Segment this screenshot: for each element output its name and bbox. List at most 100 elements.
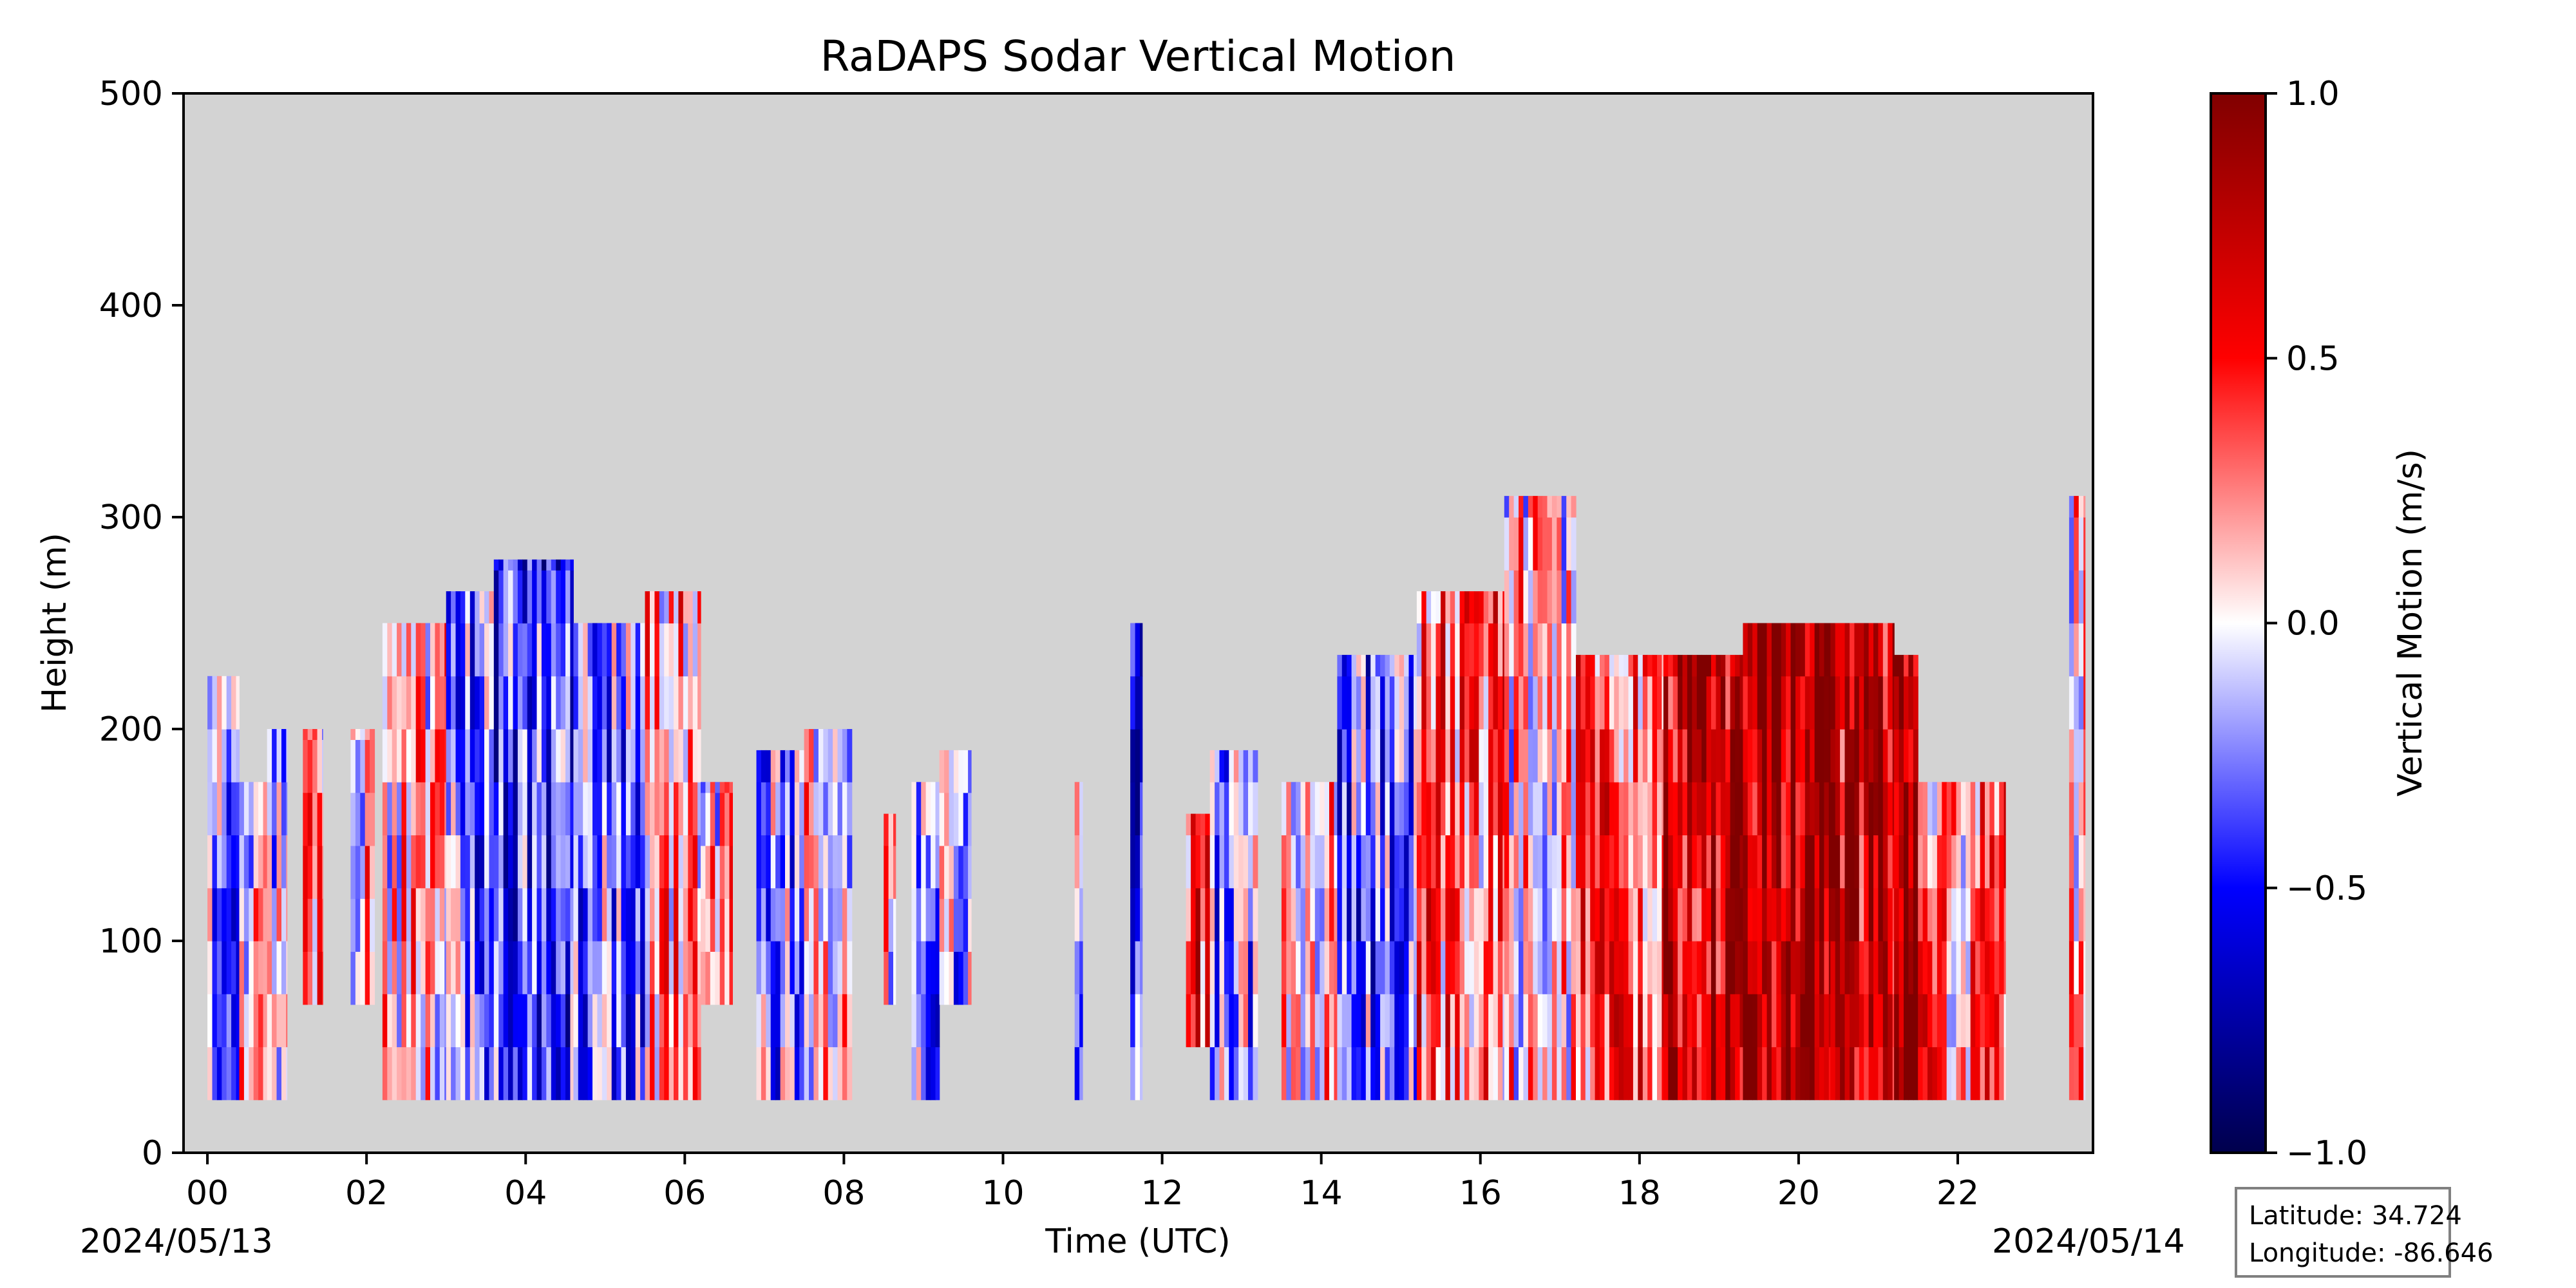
heatmap-cell <box>1752 835 1758 889</box>
heatmap-cell <box>460 729 466 782</box>
heatmap-cell <box>365 729 370 740</box>
heatmap-cell <box>1624 782 1629 836</box>
heatmap-cell <box>583 835 589 889</box>
heatmap-cell <box>1497 729 1503 782</box>
heatmap-cell <box>1888 782 1893 836</box>
heatmap-cell <box>611 941 617 994</box>
heatmap-cell <box>2003 941 2006 994</box>
heatmap-cell <box>1314 941 1320 994</box>
heatmap-cell <box>1537 835 1543 889</box>
heatmap-cell <box>611 676 617 730</box>
heatmap-cell <box>1888 835 1893 889</box>
heatmap-cell <box>1800 729 1806 782</box>
heatmap-cell <box>1830 887 1836 942</box>
heatmap-cell <box>837 782 843 836</box>
heatmap-cell <box>397 835 402 889</box>
heatmap-cell <box>1711 887 1716 942</box>
heatmap-cell <box>1435 835 1441 889</box>
heatmap-cell <box>1542 835 1548 889</box>
heatmap-cell <box>1441 994 1446 1048</box>
heatmap-cell <box>1079 782 1083 836</box>
heatmap-cell <box>1776 676 1782 730</box>
heatmap-cell <box>527 887 533 942</box>
heatmap-cell <box>1892 994 1895 1048</box>
heatmap-cell <box>625 623 631 677</box>
heatmap-cell <box>1696 654 1702 677</box>
heatmap-cell <box>1701 835 1707 889</box>
heatmap-cell <box>1970 994 1976 1048</box>
heatmap-cell <box>1375 729 1381 782</box>
heatmap-cell <box>1844 782 1850 836</box>
heatmap-cell <box>425 729 431 782</box>
heatmap-cell <box>1248 994 1253 1048</box>
heatmap-cell <box>527 729 533 782</box>
heatmap-cell <box>556 559 562 571</box>
heatmap-cell <box>710 792 715 846</box>
heatmap-cell <box>674 941 679 994</box>
heatmap-cell <box>2078 835 2084 889</box>
heatmap-cell <box>1248 941 1253 994</box>
heatmap-cell <box>1776 729 1782 782</box>
heatmap-cell <box>592 835 598 889</box>
heatmap-cell <box>804 782 810 836</box>
heatmap-cell <box>1238 750 1244 782</box>
heatmap-cell <box>1547 676 1553 730</box>
heatmap-cell <box>1140 676 1143 730</box>
heatmap-cell <box>1743 782 1748 836</box>
heatmap-cell <box>1310 835 1316 889</box>
heatmap-cell <box>944 792 950 846</box>
heatmap-cell <box>1414 994 1417 1048</box>
heatmap-cell <box>1502 591 1505 624</box>
heatmap-cell <box>493 835 499 889</box>
heatmap-cell <box>253 994 259 1048</box>
heatmap-cell <box>1421 835 1427 889</box>
heatmap-cell <box>621 941 627 994</box>
heatmap-cell <box>517 782 523 836</box>
heatmap-cell <box>1696 782 1702 836</box>
heatmap-cell <box>664 994 670 1048</box>
heatmap-cell <box>258 835 264 889</box>
heatmap-cell <box>1604 887 1610 942</box>
heatmap-cell <box>944 750 950 793</box>
heatmap-cell <box>451 591 457 624</box>
heatmap-cell <box>1873 994 1879 1048</box>
heatmap-cell <box>813 729 819 782</box>
heatmap-cell <box>601 782 607 836</box>
heatmap-cell <box>1642 994 1648 1048</box>
heatmap-cell <box>818 1046 824 1101</box>
heatmap-cell <box>1389 729 1395 782</box>
heatmap-cell <box>1904 941 1909 994</box>
heatmap-cell <box>370 951 375 1005</box>
heatmap-cell <box>715 792 721 846</box>
heatmap-cell <box>719 792 725 846</box>
heatmap-cell <box>1571 887 1577 942</box>
heatmap-cell <box>1633 782 1638 836</box>
heatmap-cell <box>382 994 388 1048</box>
heatmap-cell <box>484 623 489 677</box>
heatmap-cell <box>1687 1046 1692 1101</box>
heatmap-cell <box>640 782 646 836</box>
heatmap-cell <box>953 951 959 1005</box>
heatmap-cell <box>1337 729 1343 782</box>
heatmap-cell <box>1580 887 1586 942</box>
heatmap-cell <box>1975 941 1981 994</box>
heatmap-cell <box>1580 654 1586 677</box>
heatmap-cell <box>435 1046 440 1101</box>
heatmap-cell <box>1455 623 1461 677</box>
heatmap-cell <box>1502 941 1505 994</box>
heatmap-cell <box>1421 941 1427 994</box>
heatmap-cell <box>1523 517 1529 571</box>
heatmap-cell <box>1205 835 1211 889</box>
heatmap-cell <box>430 1046 435 1101</box>
heatmap-cell <box>253 1046 259 1101</box>
heatmap-cell <box>1696 994 1702 1048</box>
heatmap-cell <box>560 570 566 624</box>
heatmap-cell <box>1314 1046 1320 1101</box>
heatmap-cell <box>1551 835 1557 889</box>
heatmap-cell <box>222 676 227 730</box>
heatmap-cell <box>556 941 562 994</box>
heatmap-cell <box>659 941 665 994</box>
heatmap-cell <box>625 887 631 942</box>
heatmap-cell <box>1647 729 1653 782</box>
heatmap-cell <box>611 1046 617 1101</box>
